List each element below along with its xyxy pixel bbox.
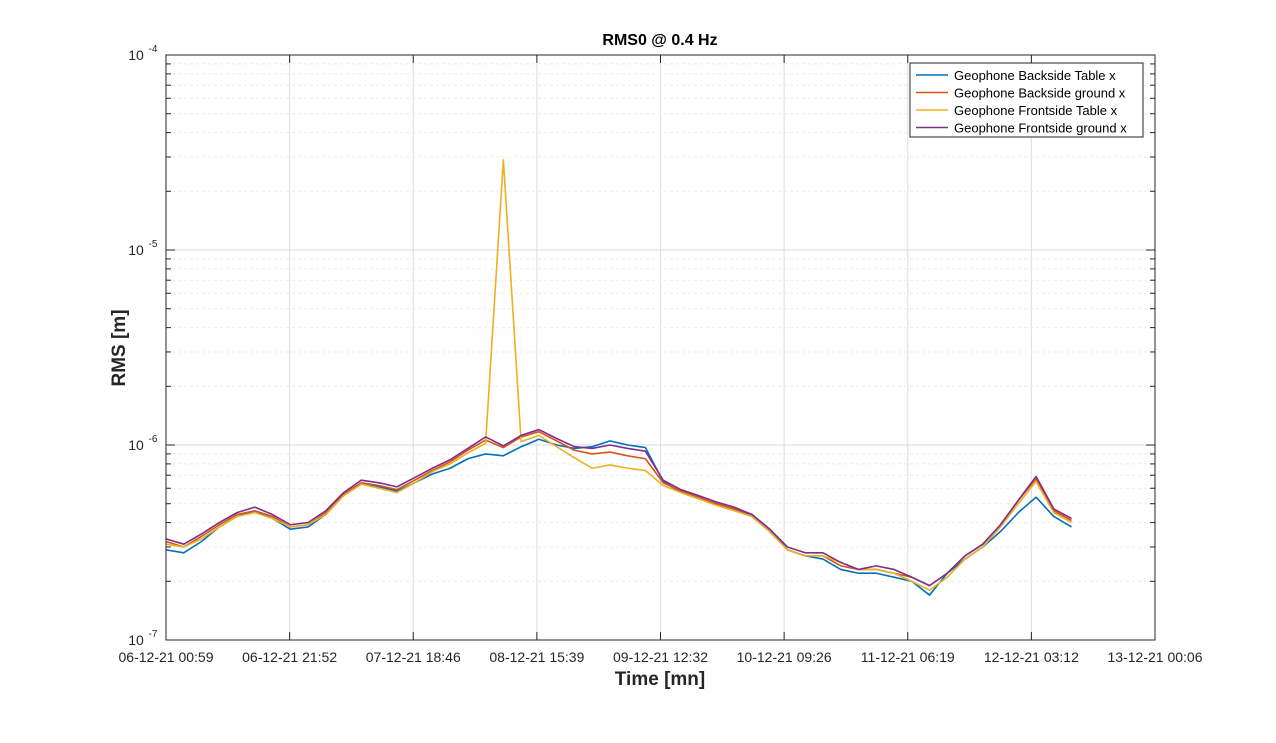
- y-tick-label-exponent: -4: [149, 44, 158, 55]
- series-line-1: [165, 438, 1072, 596]
- x-tick-label: 08-12-21 15:39: [489, 649, 584, 665]
- x-tick-label: 07-12-21 18:46: [366, 649, 461, 665]
- legend-label: Geophone Backside Table x: [954, 68, 1116, 83]
- y-tick-label: 10 -7: [128, 629, 158, 648]
- y-tick-label: 10 -4: [128, 44, 158, 63]
- x-tick-label: 10-12-21 09:26: [737, 649, 832, 665]
- y-tick-label-base: 10: [128, 47, 144, 63]
- x-tick-label: 11-12-21 06:19: [861, 649, 955, 665]
- series-lines: [165, 159, 1072, 596]
- y-tick-label-base: 10: [128, 632, 144, 648]
- y-tick-label-base: 10: [128, 437, 144, 453]
- x-tick-label: 06-12-21 21:52: [242, 649, 337, 665]
- chart-title: RMS0 @ 0.4 Hz: [602, 32, 717, 49]
- x-axis-title: Time [mn]: [615, 669, 705, 690]
- legend-box: [909, 62, 1144, 138]
- legend-label: Geophone Frontside Table x: [954, 103, 1118, 118]
- x-tick-label: 09-12-21 12:32: [613, 649, 708, 665]
- legend-label: Geophone Backside ground x: [954, 86, 1126, 101]
- y-tick-label-exponent: -5: [149, 239, 158, 250]
- series-line-3: [165, 159, 1072, 592]
- y-tick-label-base: 10: [128, 242, 144, 258]
- y-tick-label: 10 -6: [128, 434, 158, 453]
- axis-ticks: 06-12-21 00:59 06-12-21 21:52 07-12-21 18:…: [119, 44, 1203, 665]
- x-tick-label: 13-12-21 00:06: [1108, 649, 1203, 665]
- series-line-4: [165, 428, 1072, 587]
- x-tick-label: 12-12-21 03:12: [984, 649, 1079, 665]
- y-tick-label-exponent: -6: [149, 434, 158, 445]
- grid: [166, 55, 1155, 640]
- y-tick-label: 10 -5: [128, 239, 158, 258]
- y-tick-label-exponent: -7: [149, 629, 158, 640]
- legend: Geophone Backside Table x Geophone Backsi…: [909, 62, 1144, 138]
- y-axis-title: RMS [m]: [109, 309, 130, 386]
- x-tick-label: 06-12-21 00:59: [119, 649, 214, 665]
- legend-label: Geophone Frontside ground x: [954, 121, 1127, 136]
